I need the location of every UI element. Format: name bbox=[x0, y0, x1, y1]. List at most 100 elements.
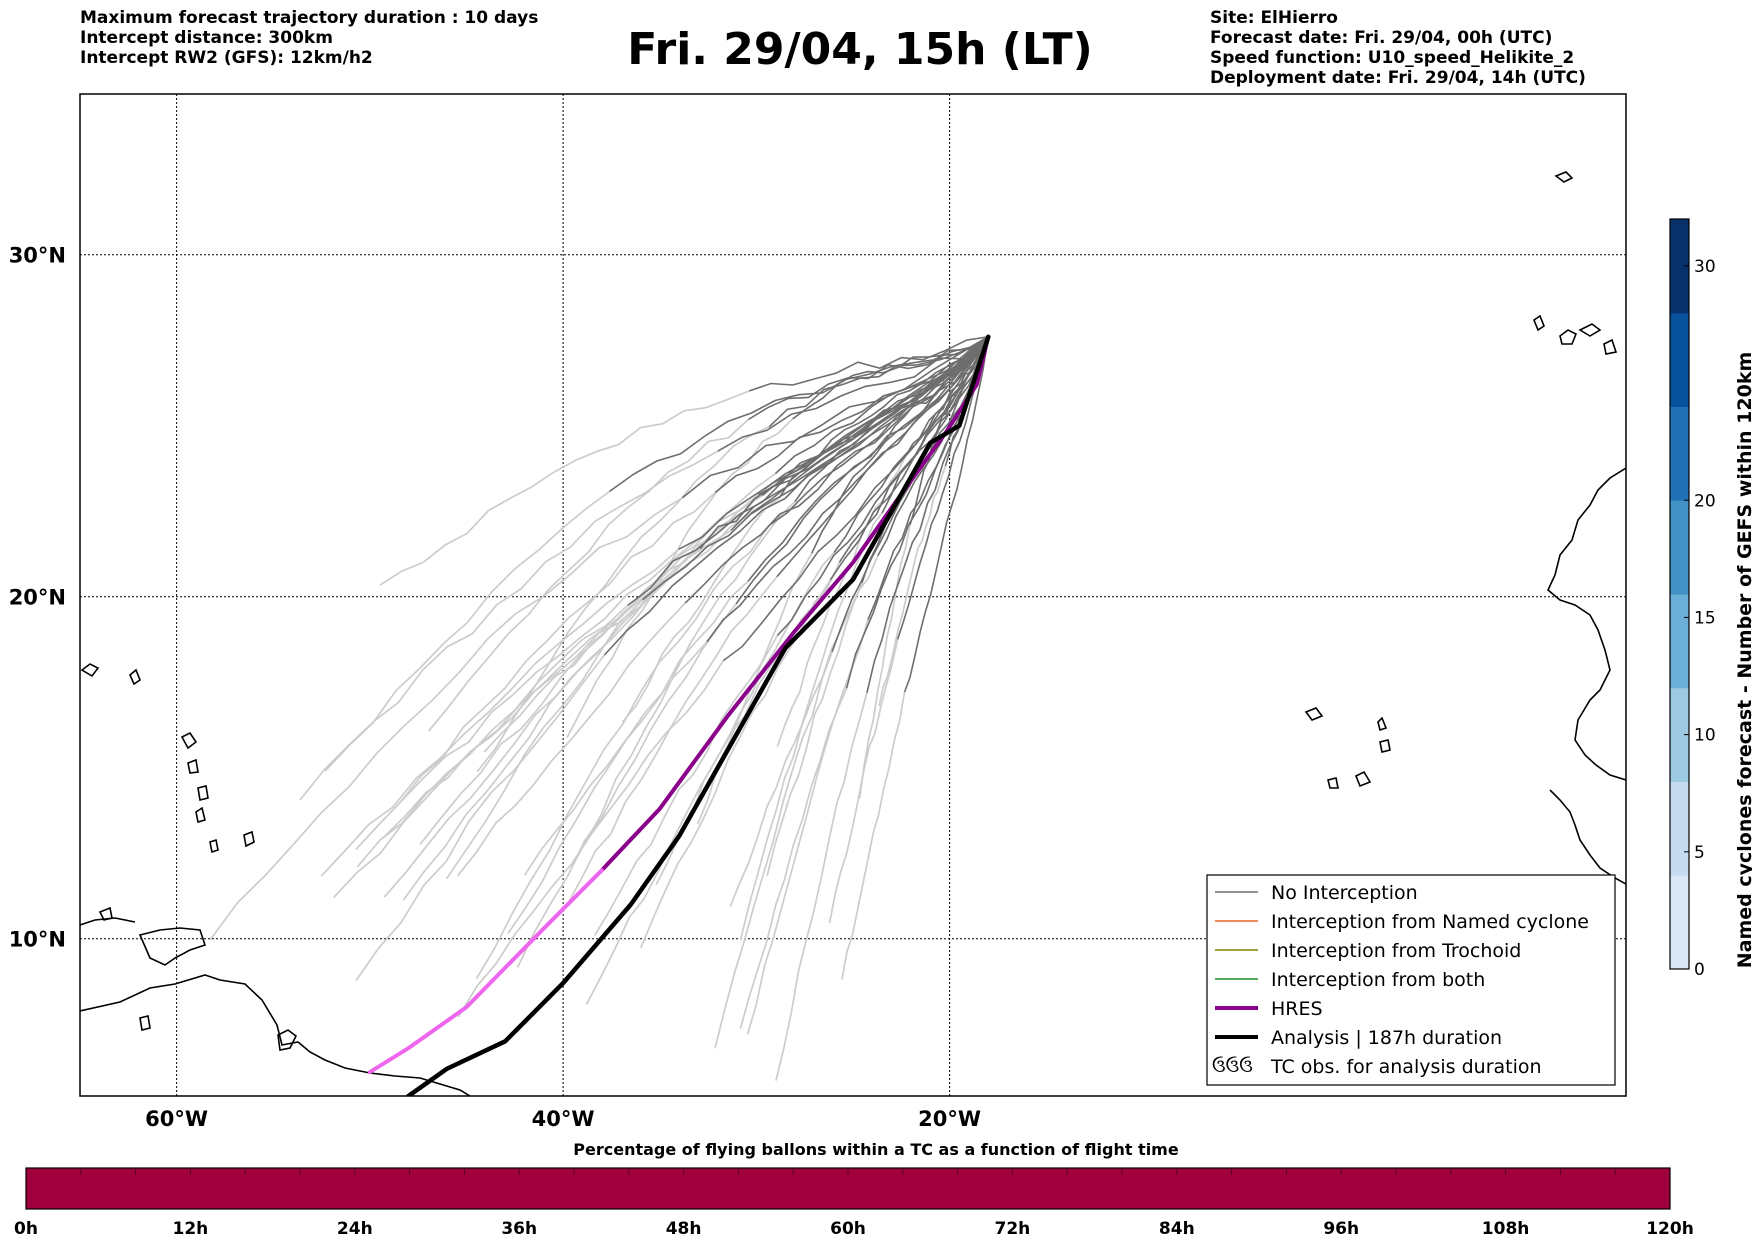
timebar-tick-label: 24h bbox=[337, 1219, 373, 1239]
ensemble-track-late bbox=[402, 493, 760, 901]
antilles-island-7 bbox=[209, 838, 219, 854]
legend-label: Interception from Trochoid bbox=[1271, 940, 1521, 962]
cape-verde-3 bbox=[1379, 739, 1391, 753]
legend-label: HRES bbox=[1271, 998, 1323, 1020]
colorbar-segment bbox=[1670, 406, 1689, 501]
legend-box bbox=[1206, 874, 1616, 1086]
ensemble-track-late bbox=[333, 529, 732, 899]
ensemble-track-late bbox=[355, 654, 606, 982]
colorbar-segment bbox=[1670, 687, 1689, 782]
ensemble-track-late bbox=[878, 465, 947, 707]
speed-function-text: Speed function: U10_speed_Helikite_2 bbox=[1210, 48, 1575, 68]
ensemble-track-late bbox=[746, 619, 869, 1035]
ensemble-track-late bbox=[427, 418, 749, 732]
timebar-tick-label: 72h bbox=[995, 1219, 1031, 1239]
antilles-island-8 bbox=[243, 830, 255, 848]
timebar-tick-label: 96h bbox=[1323, 1219, 1359, 1239]
ensemble-track-late bbox=[457, 602, 686, 877]
timebar-tick-label: 120h bbox=[1646, 1219, 1694, 1239]
map-title: Fri. 29/04, 15h (LT) bbox=[627, 24, 1093, 75]
ensemble-track bbox=[904, 336, 989, 457]
ensemble-track bbox=[768, 336, 989, 527]
hres-track-late bbox=[367, 868, 604, 1075]
tc-obs-symbol: ઉઉઉ bbox=[1212, 1056, 1253, 1077]
ensemble-track bbox=[714, 336, 989, 494]
antilles-island-9 bbox=[98, 906, 113, 921]
lat-tick-label: 30°N bbox=[9, 244, 66, 268]
forecast-settings: Maximum forecast trajectory duration : 1… bbox=[80, 8, 538, 68]
ensemble-track-late bbox=[320, 548, 680, 877]
cape-verde-5 bbox=[1354, 770, 1372, 788]
ensemble-track-late bbox=[640, 561, 841, 949]
ensemble-track-late bbox=[739, 512, 883, 940]
cyclone-colorbar: 0 5 10 15 20 30 bbox=[1669, 218, 1716, 980]
antilles-island-6 bbox=[195, 806, 206, 824]
ensemble-track bbox=[747, 336, 989, 421]
lon-tick-label: 40°W bbox=[532, 1107, 595, 1131]
ensemble-light-tracks bbox=[209, 390, 947, 1081]
colorbar-segment bbox=[1670, 875, 1689, 970]
colorbar-tick-label: 0 bbox=[1694, 960, 1705, 980]
antilles-island-3 bbox=[180, 731, 198, 750]
antilles-island-1 bbox=[80, 663, 100, 678]
timebar-tick-label: 12h bbox=[173, 1219, 209, 1239]
timebar-tick-label: 84h bbox=[1159, 1219, 1195, 1239]
map-legend: No Interception Interception from Named c… bbox=[1206, 874, 1616, 1086]
ensemble-track-late bbox=[621, 497, 780, 723]
canary-island-1 bbox=[1533, 314, 1545, 332]
colorbar-segment bbox=[1670, 500, 1689, 595]
ensemble-track bbox=[678, 336, 989, 551]
lat-tick-label: 10°N bbox=[9, 928, 66, 952]
colorbar-segment bbox=[1670, 219, 1689, 314]
trinidad bbox=[277, 1029, 298, 1051]
lon-tick-label: 60°W bbox=[145, 1107, 208, 1131]
ensemble-track bbox=[682, 336, 989, 499]
ensemble-track-late bbox=[775, 692, 868, 1081]
ensemble-track bbox=[794, 336, 989, 503]
ensemble-track-late bbox=[858, 524, 911, 799]
timebar-tick-label: 60h bbox=[830, 1219, 866, 1239]
ensemble-track-late bbox=[399, 491, 716, 803]
ensemble-track bbox=[768, 336, 989, 428]
ensemble-track-late bbox=[593, 635, 779, 936]
ensemble-track bbox=[829, 336, 990, 581]
colorbar-tick-label: 15 bbox=[1694, 608, 1716, 628]
canary-island-3 bbox=[1578, 323, 1602, 337]
colorbar-segment bbox=[1670, 594, 1689, 689]
colorbar-tick-label: 20 bbox=[1694, 491, 1716, 511]
intercept-distance-text: Intercept distance: 300km bbox=[80, 28, 333, 48]
colorbar-tick-label: 10 bbox=[1694, 726, 1716, 746]
timebar-tick-label: 108h bbox=[1482, 1219, 1530, 1239]
timebar-tick-label: 36h bbox=[501, 1219, 537, 1239]
max-duration-text: Maximum forecast trajectory duration : 1… bbox=[80, 8, 539, 28]
ensemble-track-late bbox=[209, 496, 683, 941]
site-info: Site: ElHierro Forecast date: Fri. 29/04… bbox=[1210, 8, 1586, 88]
timebar-tick-label: 48h bbox=[666, 1219, 702, 1239]
colorbar-segment bbox=[1670, 781, 1689, 876]
colorbar-tick-label: 5 bbox=[1694, 843, 1705, 863]
map-frame bbox=[79, 93, 1627, 1097]
ensemble-track-late bbox=[475, 525, 770, 980]
ensemble-track bbox=[774, 336, 989, 475]
ensemble-track-late bbox=[766, 582, 863, 877]
legend-label: Interception from both bbox=[1271, 969, 1485, 991]
west-africa-coast bbox=[1547, 467, 1626, 781]
antilles-island-10 bbox=[139, 1015, 151, 1031]
ensemble-track bbox=[684, 336, 989, 604]
lat-tick-label: 20°N bbox=[9, 586, 66, 610]
antilles-island-5 bbox=[197, 785, 209, 801]
ensemble-track bbox=[903, 336, 990, 693]
ensemble-track bbox=[735, 336, 989, 605]
venezuela-gulf bbox=[138, 927, 207, 966]
madeira bbox=[1554, 171, 1574, 183]
analysis-track bbox=[406, 334, 991, 1096]
legend-label: No Interception bbox=[1271, 882, 1418, 904]
south-america-coast bbox=[80, 974, 471, 1096]
ensemble-track-late bbox=[516, 603, 737, 968]
ensemble-track-late bbox=[564, 576, 778, 909]
canary-island-2 bbox=[1559, 329, 1578, 345]
ensemble-track-late bbox=[299, 450, 719, 801]
ensemble-track bbox=[706, 336, 989, 643]
ensemble-track bbox=[749, 336, 989, 392]
